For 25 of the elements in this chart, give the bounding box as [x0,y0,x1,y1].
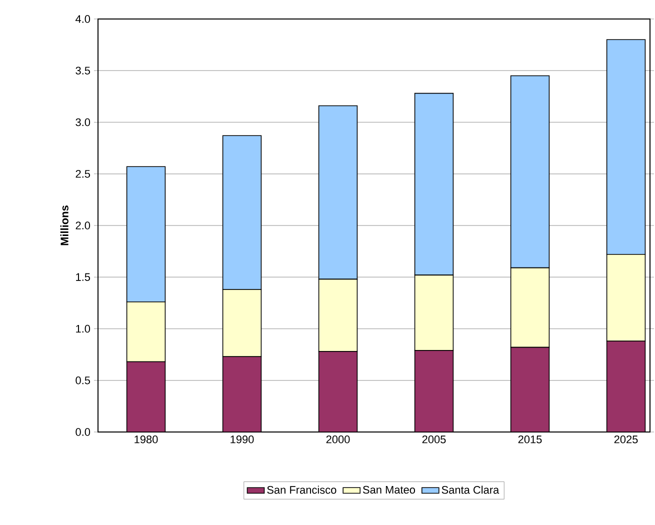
bar [126,361,166,432]
legend-label: San Mateo [362,486,416,494]
y-tick-label: 0.0 [76,428,90,436]
y-tick-label: 2.5 [76,170,90,178]
x-tick-label: 1980 [134,436,158,444]
y-tick-label: 3.0 [76,118,90,126]
x-tick-label: 1990 [230,436,254,444]
bar [414,350,454,432]
y-tick-label: 1.0 [76,324,90,333]
y-tick-label: 1.5 [76,273,90,281]
bar [606,340,646,432]
y-tick-label: 3.5 [76,66,90,74]
legend-label: San Francisco [267,486,336,494]
bar [318,351,358,432]
bar [222,356,262,432]
legend-label: Santa Clara [442,486,500,494]
y-tick-label: 4.0 [76,15,90,23]
x-tick-label: 2000 [326,436,350,444]
y-tick-label: 2.0 [76,222,90,230]
x-tick-label: 2025 [614,436,638,444]
x-tick-label: 2005 [422,436,446,444]
x-tick-label: 2015 [518,436,542,444]
y-axis-title: Millions [60,206,68,246]
bar [510,346,550,432]
y-tick-label: 0.5 [76,376,90,384]
